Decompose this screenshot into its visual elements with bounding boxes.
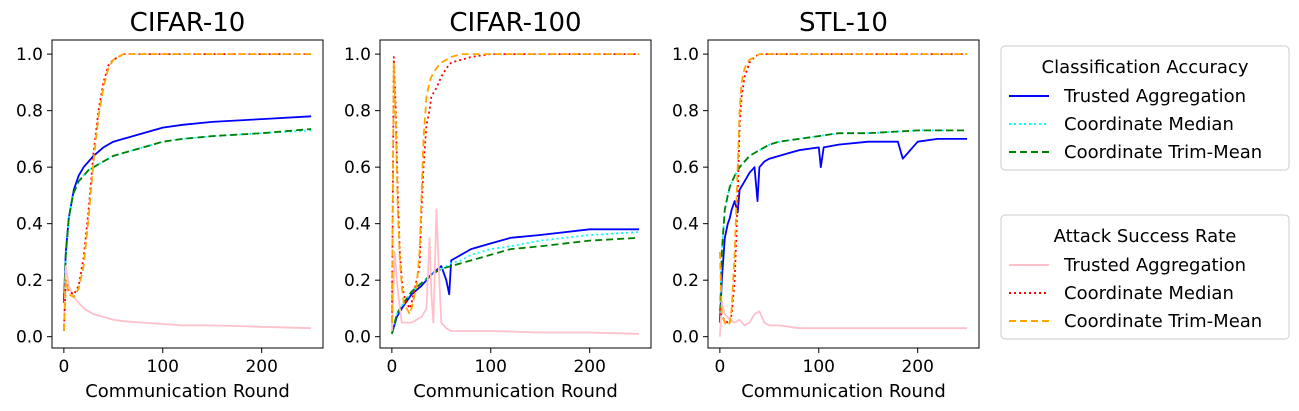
x-tick-label: 0 [714,357,725,377]
series-line-acc-coordinate-trim-mean [63,128,312,303]
legend-label-coordinate-median: Coordinate Median [1064,114,1234,135]
legend-label-trusted-aggregation: Trusted Aggregation [1063,86,1246,107]
x-axis-label: Communication Round [85,381,290,402]
y-tick-label: 0.8 [344,102,371,122]
legend-title: Attack Success Rate [1054,226,1237,247]
x-axis-label: Communication Round [413,381,618,402]
legend-frame [1000,214,1290,340]
x-tick-label: 100 [147,357,179,377]
chart-title: STL-10 [799,8,888,38]
x-tick-label: 0 [58,357,69,377]
x-tick-label: 0 [386,357,397,377]
y-tick-label: 0.2 [344,271,371,291]
plot-frame [707,39,980,349]
y-tick-label: 1.0 [16,45,43,65]
y-tick-label: 0.2 [672,271,699,291]
x-tick-label: 100 [803,357,835,377]
series-line-asr-trusted-aggregation [391,208,640,335]
series-group [391,53,640,335]
legend-attack-success-rate: Attack Success Rate Trusted Aggregation Co… [1000,214,1290,340]
y-tick-label: 0.0 [344,328,371,348]
legend-title: Classification Accuracy [1042,57,1249,78]
series-line-asr-coordinate-trim-mean [63,53,312,332]
legend-classification-accuracy: Classification Accuracy Trusted Aggregati… [1000,45,1290,171]
plot-frame [379,39,652,349]
series-line-asr-coordinate-median [391,53,640,323]
series-line-asr-coordinate-trim-mean [391,53,640,323]
x-axis-label: Communication Round [741,381,946,402]
y-tick-label: 0.0 [16,328,43,348]
y-tick-label: 0.4 [16,215,43,235]
y-tick-label: 0.6 [672,158,699,178]
legend-label-trusted-aggregation: Trusted Aggregation [1063,255,1246,276]
legend-label-coordinate-trim-mean: Coordinate Trim-Mean [1064,142,1262,163]
y-tick-label: 0.0 [672,328,699,348]
y-tick-label: 0.6 [344,158,371,178]
series-group [719,53,968,337]
chart-cifar-100: 0.0 0.2 0.4 0.6 0.8 1.0 0 100 200 CIFAR-100 Commun… [344,8,652,402]
y-tick-label: 0.8 [672,102,699,122]
y-tick-label: 0.6 [16,158,43,178]
y-tick-label: 1.0 [672,45,699,65]
series-line-acc-trusted-aggregation [391,228,640,335]
chart-stl-10: 0.0 0.2 0.4 0.6 0.8 1.0 0 100 200 STL-10 Communica… [672,8,980,402]
x-tick-label: 200 [245,357,277,377]
x-tick-label: 100 [475,357,507,377]
chart-title: CIFAR-10 [130,8,246,38]
y-tick-label: 1.0 [344,45,371,65]
y-tick-label: 0.4 [672,215,699,235]
y-tick-label: 0.2 [16,271,43,291]
plot-frame [51,39,324,349]
y-tick-label: 0.8 [16,102,43,122]
chart-title: CIFAR-100 [449,8,581,38]
y-tick-label: 0.4 [344,215,371,235]
legend-label-coordinate-median: Coordinate Median [1064,283,1234,304]
series-line-acc-trusted-aggregation [719,137,968,323]
legend-label-coordinate-trim-mean: Coordinate Trim-Mean [1064,311,1262,332]
chart-cifar-10: 0.0 0.2 0.4 0.6 0.8 1.0 0 100 200 CIFAR-10 Communi… [16,8,324,402]
legend-frame [1000,45,1290,171]
series-line-asr-coordinate-median [719,53,968,324]
series-line-acc-coordinate-trim-mean [719,129,968,323]
series-line-acc-coordinate-trim-mean [391,236,640,335]
x-tick-label: 200 [573,357,605,377]
series-group [63,53,312,332]
x-tick-label: 200 [901,357,933,377]
